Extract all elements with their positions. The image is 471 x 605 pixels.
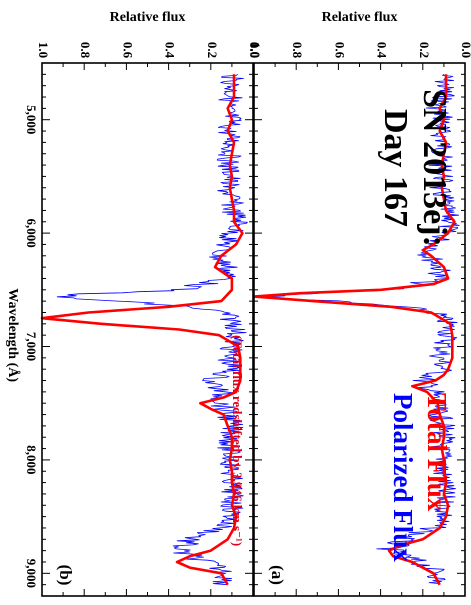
polarized-flux-line-panel-b: [56, 73, 248, 586]
redshift-annotation: (Total flux redshifted by 3,946 km s⁻¹): [230, 335, 245, 546]
y-tick-label-panel-b: 0.2: [205, 42, 220, 58]
polarized-flux-line-panel-a: [267, 73, 460, 586]
total-flux-line-panel-a: [252, 74, 456, 586]
text-layer: 0.0 0.2 0.4 0.6 0.8 1.0 Relative flux (a) SN 201…: [5, 10, 471, 588]
x-tick-label: 7,000: [24, 332, 39, 361]
y-tick-label-panel-b: 0.4: [163, 42, 178, 59]
y-axis-label-panel-a: Relative flux: [322, 10, 398, 25]
y-tick-label-panel-b: 0.0: [247, 42, 262, 58]
x-tick-label: 6,000: [24, 218, 39, 247]
y-tick-label-panel-b: 1.0: [36, 42, 51, 58]
x-tick-label: 8,000: [24, 445, 39, 474]
x-axis-label: Wavelength (Å): [5, 288, 21, 382]
panel-label-b: (b): [56, 565, 75, 586]
y-tick-label-panel-b: 0.6: [120, 42, 135, 59]
series-layer: [40, 73, 460, 586]
y-tick-label-panel-a: 1.0: [248, 42, 263, 58]
y-axis-label-panel-b: Relative flux: [110, 10, 186, 25]
y-tick-label-panel-b: 0.8: [78, 42, 93, 59]
y-tick-label-panel-a: 0.6: [332, 42, 347, 59]
legend-polarized-flux: Polarized Flux: [388, 393, 418, 562]
x-tick-label: 5,000: [24, 105, 39, 134]
tick-layer: [41, 63, 466, 596]
y-tick-label-panel-a: 0.0: [459, 42, 471, 58]
x-tick-label: 9,000: [24, 559, 39, 588]
total-flux-line-panel-b: [40, 74, 244, 586]
y-tick-label-panel-a: 0.4: [375, 42, 390, 59]
title-line-2: Day 167: [377, 109, 414, 227]
panel-label-a: (a): [268, 565, 287, 585]
legend-total-flux: Total Flux: [422, 393, 452, 512]
y-tick-label-panel-a: 0.2: [417, 42, 432, 58]
title-line-1: SN 2013ej:: [416, 89, 453, 247]
y-tick-label-panel-a: 0.8: [290, 42, 305, 59]
